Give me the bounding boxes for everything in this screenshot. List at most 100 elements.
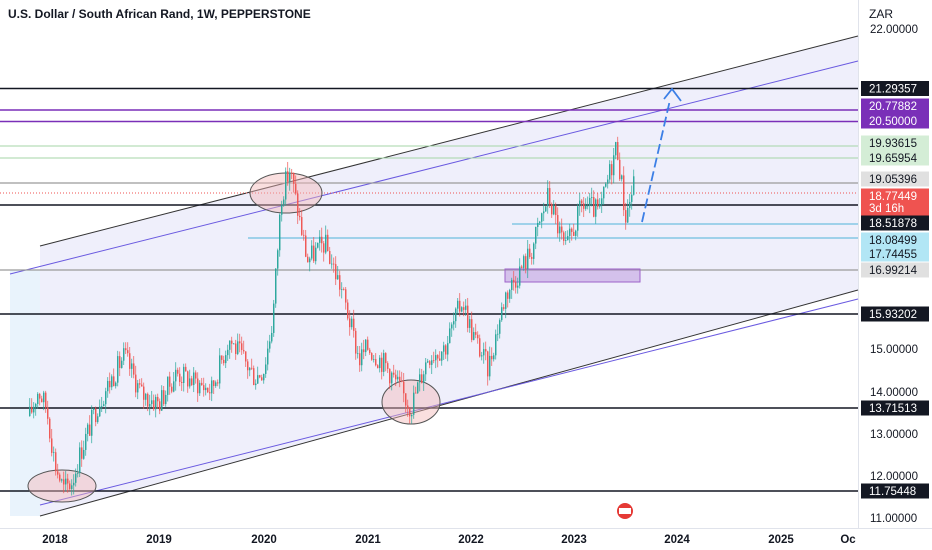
candle-body-279 xyxy=(587,205,589,207)
candle-body-48 xyxy=(125,348,127,351)
price-label: 13.71513 xyxy=(869,403,917,415)
candle-body-112 xyxy=(253,368,255,386)
price-label: 19.65954 xyxy=(869,153,918,165)
candle-body-219 xyxy=(467,305,469,328)
candle-body-75 xyxy=(179,373,181,382)
candle-body-302 xyxy=(633,176,635,195)
price-label-bg[interactable] xyxy=(861,200,929,216)
candle-body-32 xyxy=(93,408,95,410)
candle-body-294 xyxy=(617,142,619,160)
candle-body-61 xyxy=(151,400,153,405)
candle-body-143 xyxy=(315,247,317,262)
y-tick-label: 11.00000 xyxy=(870,513,917,525)
candle-body-194 xyxy=(417,382,419,394)
candle-body-16 xyxy=(61,479,63,481)
candle-body-103 xyxy=(235,343,237,354)
price-label-bg[interactable] xyxy=(861,400,929,416)
candle-body-136 xyxy=(301,217,303,235)
price-label-bg[interactable] xyxy=(861,306,929,322)
candle-body-33 xyxy=(95,408,97,423)
candle-body-82 xyxy=(193,372,195,386)
candle-body-135 xyxy=(299,215,301,218)
price-label: 18.08499 xyxy=(869,235,917,247)
candle-body-255 xyxy=(539,221,541,223)
price-label-bg[interactable] xyxy=(861,98,929,114)
candle-body-171 xyxy=(371,353,373,360)
candle-body-263 xyxy=(555,205,557,216)
candle-body-185 xyxy=(399,376,401,381)
candle-body-23 xyxy=(75,473,77,483)
candle-body-229 xyxy=(487,351,489,377)
candle-body-201 xyxy=(431,360,433,365)
candle-body-275 xyxy=(579,200,581,207)
candle-body-280 xyxy=(589,197,591,206)
price-label-bg[interactable] xyxy=(861,483,929,499)
candle-body-87 xyxy=(203,385,205,391)
channel-inner-upper-line[interactable] xyxy=(9,60,859,275)
candle-body-148 xyxy=(325,234,327,253)
x-tick-label: 2019 xyxy=(146,534,172,546)
y-tick-label: 12.00000 xyxy=(870,471,918,483)
candle-body-39 xyxy=(107,380,109,392)
candle-body-107 xyxy=(243,349,245,352)
price-label-bg[interactable] xyxy=(861,171,929,187)
currency-label[interactable]: ZAR xyxy=(869,7,893,21)
candle-body-81 xyxy=(191,378,193,386)
candle-body-100 xyxy=(229,340,231,350)
price-label-bg[interactable] xyxy=(861,135,929,151)
price-label-bg[interactable] xyxy=(861,215,929,231)
candle-body-277 xyxy=(583,203,585,209)
candle-body-111 xyxy=(251,367,253,369)
candle-body-291 xyxy=(611,164,613,176)
candle-body-181 xyxy=(391,372,393,384)
candle-body-11 xyxy=(51,438,53,453)
pivot-ellipse-1[interactable] xyxy=(27,469,97,503)
candle-body-210 xyxy=(449,328,451,344)
price-label-bg[interactable] xyxy=(861,262,929,278)
price-label-bg[interactable] xyxy=(861,150,929,166)
candle-body-218 xyxy=(465,305,467,310)
candle-body-224 xyxy=(477,334,479,339)
candle-body-188 xyxy=(405,393,407,406)
projection-arrow-head[interactable] xyxy=(663,87,682,102)
candle-body-225 xyxy=(479,338,481,357)
y-tick-label: 14.00000 xyxy=(870,387,918,399)
candle-body-19 xyxy=(67,478,69,484)
candle-body-300 xyxy=(629,201,631,208)
price-label-bg[interactable] xyxy=(861,81,929,96)
candle-body-236 xyxy=(501,307,503,321)
channel-lower-line[interactable] xyxy=(39,289,859,517)
candle-body-66 xyxy=(161,390,163,411)
candle-body-106 xyxy=(241,343,243,350)
price-label-bg[interactable] xyxy=(861,246,929,262)
candle-body-205 xyxy=(439,358,441,361)
candle-body-89 xyxy=(207,387,209,393)
candle-body-10 xyxy=(49,418,51,439)
candle-body-38 xyxy=(105,391,107,405)
candle-body-297 xyxy=(623,175,625,211)
candle-body-278 xyxy=(585,205,587,209)
candle-body-203 xyxy=(435,355,437,361)
y-tick-label: 22.00000 xyxy=(870,24,918,36)
projection-arrow-path[interactable] xyxy=(641,99,671,223)
price-label-bg[interactable] xyxy=(861,232,929,248)
price-label-bg[interactable] xyxy=(861,188,929,204)
candle-body-269 xyxy=(567,236,569,241)
candle-body-151 xyxy=(331,263,333,265)
candle-body-245 xyxy=(519,266,521,286)
candle-body-161 xyxy=(351,318,353,328)
price-label: 18.51878 xyxy=(869,218,917,230)
candle-body-213 xyxy=(455,308,457,322)
candle-body-207 xyxy=(443,345,445,352)
pivot-ellipse-3[interactable] xyxy=(381,379,441,425)
candle-body-162 xyxy=(353,318,355,331)
y-tick-label: 13.00000 xyxy=(870,429,918,441)
demand-zone-box[interactable] xyxy=(504,268,641,283)
candle-body-273 xyxy=(575,230,577,236)
candle-body-282 xyxy=(593,197,595,217)
candle-body-215 xyxy=(459,300,461,312)
channel-upper-line[interactable] xyxy=(39,35,859,247)
price-label-bg[interactable] xyxy=(861,113,929,129)
channel-inner-lower-line[interactable] xyxy=(39,298,859,506)
